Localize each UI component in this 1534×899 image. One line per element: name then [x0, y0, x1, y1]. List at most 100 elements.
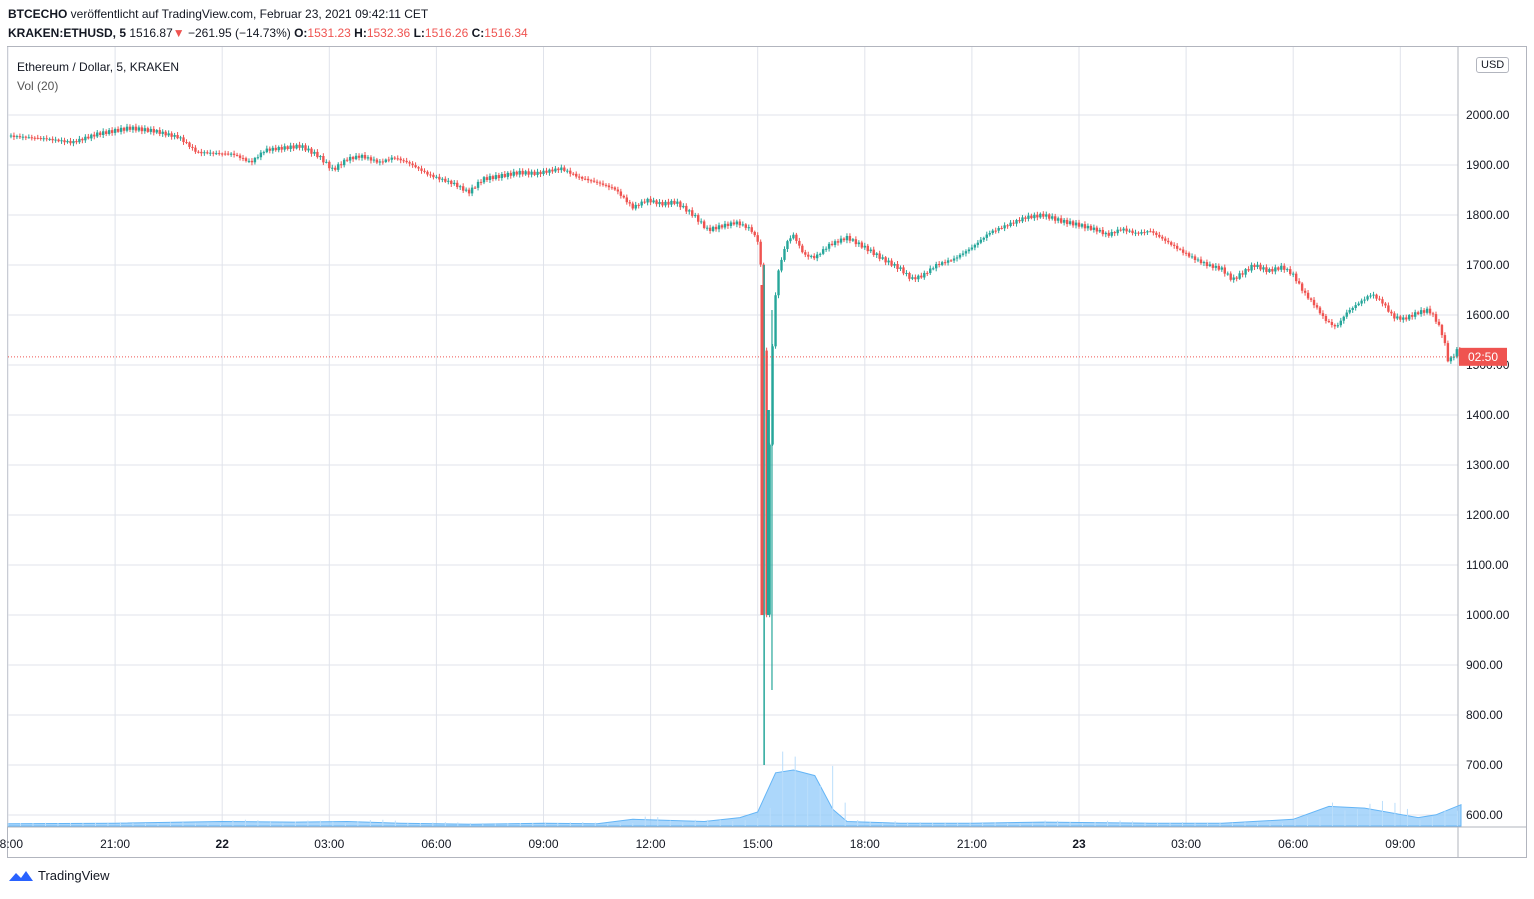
y-tick-label: 900.00 — [1466, 658, 1503, 672]
candle-body — [1062, 219, 1066, 223]
candle-body — [1027, 215, 1030, 219]
volume-area — [7, 769, 1462, 827]
candle-body — [813, 255, 816, 259]
candle-body — [1024, 217, 1027, 219]
candle-body — [1437, 321, 1441, 325]
candle-body — [1178, 248, 1182, 250]
candle-body — [1184, 252, 1188, 254]
candle-body — [476, 181, 480, 188]
candle-body — [1101, 229, 1104, 235]
y-tick-label: 600.00 — [1466, 808, 1503, 822]
candle-body — [399, 158, 402, 161]
candle-body — [345, 159, 349, 161]
candle-body — [878, 253, 881, 259]
candle-body — [158, 130, 161, 134]
candle-body — [780, 259, 783, 271]
candle-body — [116, 128, 120, 132]
candle-body — [1006, 225, 1009, 227]
candle-body — [408, 162, 411, 164]
candle-body — [185, 142, 188, 144]
candle-body — [539, 171, 542, 175]
candle-body — [1262, 267, 1265, 270]
candle-body — [500, 174, 504, 179]
candle-body — [509, 172, 512, 176]
candle-body — [1452, 356, 1456, 358]
candle-body — [937, 264, 941, 266]
candle-body — [711, 226, 715, 231]
candle-body — [1080, 224, 1084, 227]
candle-body — [102, 131, 105, 135]
candle-body — [572, 173, 575, 175]
y-tick-label: 800.00 — [1466, 708, 1503, 722]
candle-body — [441, 178, 444, 180]
candle-body — [1271, 268, 1274, 272]
y-tick-label: 1700.00 — [1466, 258, 1510, 272]
candle-body — [143, 128, 147, 132]
candle-body — [560, 167, 563, 171]
candle-body — [1354, 305, 1357, 308]
candle-body — [649, 198, 652, 203]
x-tick-label: 18:00 — [0, 837, 23, 851]
candle-body — [1416, 312, 1420, 315]
candle-body — [24, 136, 28, 138]
candle-body — [1396, 316, 1399, 319]
candle-body — [241, 157, 245, 159]
candle-body — [625, 197, 628, 203]
ohlc-bar: KRAKEN:ETHUSD, 5 1516.87▼ −261.95 (−14.7… — [8, 26, 528, 40]
candle-body — [839, 238, 843, 243]
candle-body — [750, 227, 753, 232]
candle-body — [1039, 213, 1042, 218]
candle-body — [152, 128, 155, 133]
candle-body — [610, 187, 614, 189]
candle-body — [122, 127, 126, 131]
open-value: 1531.23 — [307, 26, 351, 40]
candle-body — [167, 133, 170, 136]
candle-body — [670, 200, 673, 205]
candle-body — [786, 241, 789, 250]
series-legend[interactable]: Ethereum / Dollar, 5, KRAKEN — [17, 60, 180, 74]
candle-body — [506, 172, 509, 177]
publish-text: veröffentlicht auf TradingView.com, Febr… — [67, 7, 429, 21]
candle-body — [1068, 221, 1072, 225]
candle-body — [554, 168, 557, 172]
candle-body — [807, 254, 810, 257]
candle-body — [1181, 249, 1185, 253]
candle-body — [881, 257, 884, 259]
candle-body — [1342, 316, 1345, 321]
currency-badge[interactable]: USD — [1476, 57, 1510, 73]
author[interactable]: BTCECHO — [8, 7, 68, 21]
candle-body — [697, 215, 700, 222]
candle-body — [1149, 231, 1152, 233]
candle-body — [964, 251, 968, 254]
candle-body — [1455, 349, 1459, 357]
candle-body — [905, 273, 908, 275]
candle-body — [1012, 222, 1015, 224]
candle-body — [1033, 214, 1036, 219]
volume-legend[interactable]: Vol (20) — [17, 79, 59, 93]
y-tick-label: 1400.00 — [1466, 408, 1510, 422]
candle-body — [893, 263, 896, 266]
candle-body — [256, 157, 260, 159]
candle-body — [66, 140, 69, 143]
candle-body — [1113, 232, 1116, 234]
candle-body — [99, 132, 102, 135]
candle-body — [1235, 277, 1238, 279]
footer-brand[interactable]: TradingView — [8, 868, 110, 883]
x-tick-label: 06:00 — [1278, 837, 1308, 851]
candle-body — [536, 171, 539, 175]
candle-body — [628, 202, 631, 204]
candle-body — [551, 169, 554, 172]
candle-body — [738, 221, 742, 226]
candle-body — [777, 270, 780, 296]
candle-body — [973, 244, 977, 248]
candle-body — [54, 139, 57, 141]
candle-body — [15, 136, 19, 138]
candle-body — [857, 242, 861, 245]
candle-body — [342, 159, 346, 166]
candle-body — [943, 262, 947, 264]
candle-body — [914, 277, 917, 280]
candle-body — [512, 171, 515, 176]
y-tick-label: 1100.00 — [1466, 558, 1509, 572]
candle-body — [1116, 229, 1119, 234]
